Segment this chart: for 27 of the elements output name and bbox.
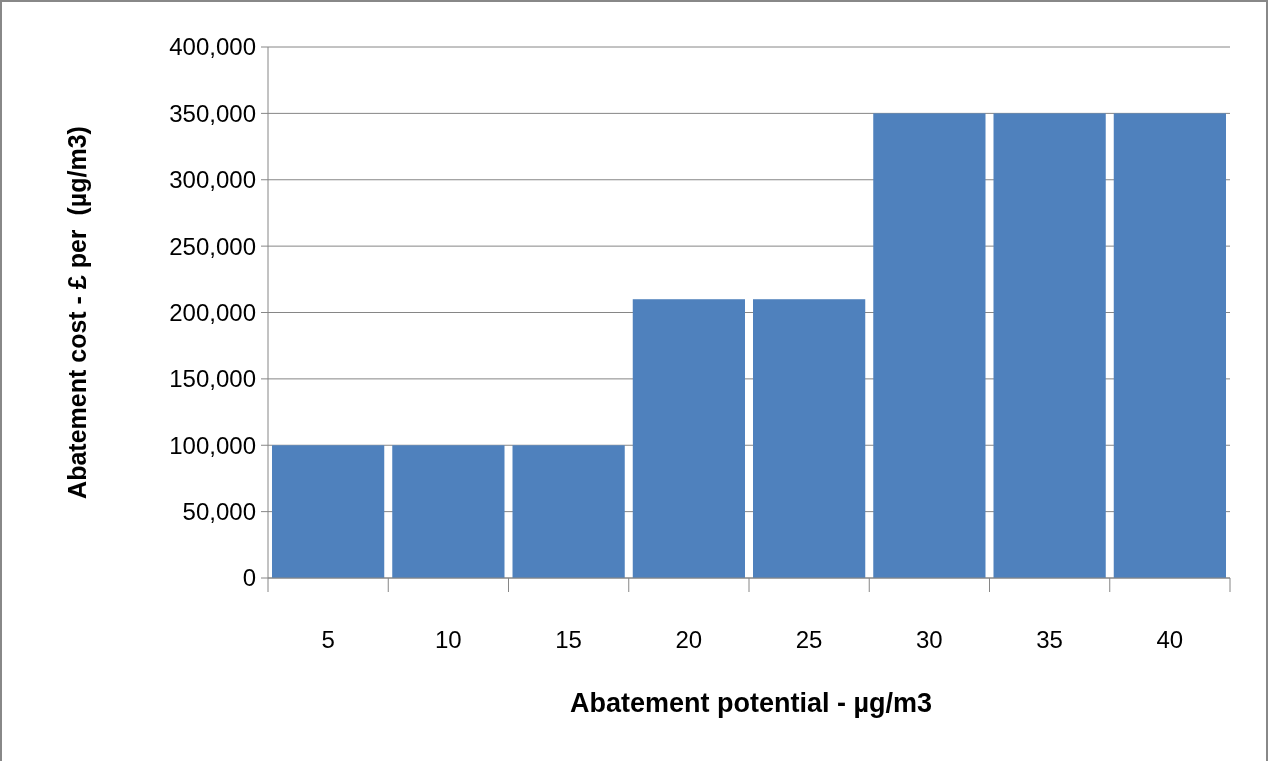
- x-tick-label: 15: [555, 626, 582, 653]
- bar: [392, 445, 505, 578]
- bar: [753, 299, 866, 578]
- y-tick-label: 300,000: [169, 166, 256, 194]
- bar: [632, 299, 745, 578]
- y-axis-title: Abatement cost - £ per (µg/m3): [63, 126, 91, 499]
- x-tick-label: 30: [916, 626, 943, 653]
- x-axis-title: Abatement potential - µg/m3: [569, 688, 933, 718]
- bar: [993, 113, 1106, 578]
- bar: [512, 445, 625, 578]
- x-tick-label: 20: [675, 626, 703, 653]
- y-tick-label: 200,000: [169, 298, 256, 326]
- y-tick-label: 50,000: [182, 498, 256, 526]
- bar: [873, 113, 986, 578]
- x-tick-label: 40: [1156, 626, 1184, 653]
- x-tick-label: 25: [795, 626, 823, 653]
- y-tick-label: 350,000: [169, 99, 256, 127]
- y-tick-label: 400,000: [169, 33, 256, 61]
- x-tick-label: 10: [435, 626, 462, 653]
- bar: [1113, 113, 1226, 578]
- y-tick-label: 150,000: [169, 365, 256, 393]
- y-tick-label: 250,000: [169, 232, 256, 260]
- x-tick-label: 5: [321, 626, 335, 653]
- y-tick-label: 0: [242, 564, 256, 592]
- bar: [272, 445, 385, 578]
- y-tick-label: 100,000: [169, 431, 256, 459]
- x-tick-label: 35: [1036, 626, 1063, 653]
